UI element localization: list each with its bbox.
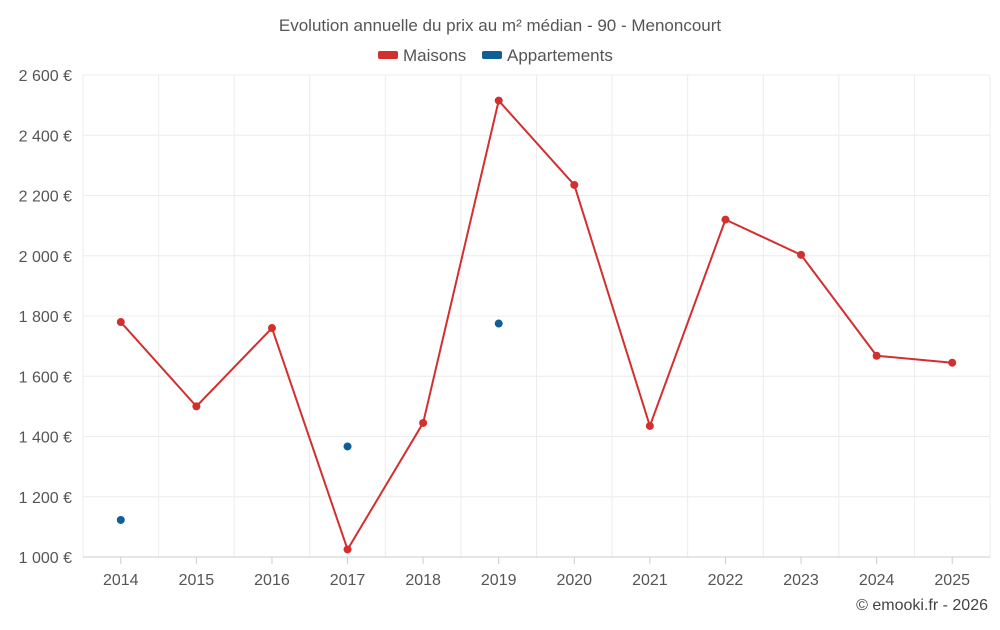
data-point-maisons[interactable] — [948, 358, 957, 367]
chart-title: Evolution annuelle du prix au m² médian … — [279, 16, 722, 35]
legend-item-maisons[interactable]: Maisons — [378, 46, 466, 65]
y-tick-label: 2 000 € — [19, 249, 72, 266]
legend: Maisons Appartements — [378, 46, 613, 65]
x-tick-label: 2024 — [859, 572, 895, 589]
data-point-appartements[interactable] — [494, 319, 503, 328]
x-tick-label: 2021 — [632, 572, 668, 589]
data-point-maisons[interactable] — [721, 215, 730, 224]
x-tick-label: 2020 — [556, 572, 592, 589]
x-tick-label: 2015 — [179, 572, 215, 589]
x-tick-label: 2014 — [103, 572, 139, 589]
credit-text: © emooki.fr - 2026 — [856, 597, 988, 614]
y-tick-label: 1 200 € — [19, 490, 72, 507]
y-tick-label: 1 400 € — [19, 430, 72, 447]
series-appartements — [116, 319, 503, 524]
data-point-maisons[interactable] — [645, 421, 654, 430]
series-layer — [116, 96, 957, 554]
y-tick-label: 2 200 € — [19, 189, 72, 206]
y-tick-label: 1 800 € — [19, 309, 72, 326]
data-point-maisons[interactable] — [192, 402, 201, 411]
x-tick-label: 2018 — [405, 572, 441, 589]
data-point-maisons[interactable] — [797, 250, 806, 259]
series-line-maisons — [120, 99, 953, 551]
legend-label-appartements: Appartements — [507, 46, 613, 65]
x-tick-label: 2025 — [934, 572, 970, 589]
y-tick-label: 2 600 € — [19, 68, 72, 85]
data-point-maisons[interactable] — [419, 418, 428, 427]
y-tick-label: 2 400 € — [19, 128, 72, 145]
series-maisons — [116, 96, 957, 554]
data-point-maisons[interactable] — [267, 324, 276, 333]
x-tick-label: 2016 — [254, 572, 290, 589]
legend-item-appartements[interactable]: Appartements — [482, 46, 613, 65]
grid — [82, 74, 991, 557]
legend-label-maisons: Maisons — [403, 46, 466, 65]
x-tick-label: 2022 — [708, 572, 744, 589]
y-axis: 1 000 € 1 200 € 1 400 € 1 600 € 1 800 € 2 000… — [19, 68, 72, 567]
data-point-appartements[interactable] — [116, 515, 125, 524]
x-tick-label: 2023 — [783, 572, 819, 589]
data-point-maisons[interactable] — [116, 318, 125, 327]
legend-swatch-appartements — [482, 51, 502, 59]
data-point-maisons[interactable] — [343, 545, 352, 554]
y-tick-label: 1 000 € — [19, 550, 72, 567]
data-point-appartements[interactable] — [343, 442, 352, 451]
x-tick-label: 2017 — [330, 572, 366, 589]
data-point-maisons[interactable] — [494, 96, 503, 105]
x-axis: 2014 2015 2016 2017 2018 2019 2020 2021 2022 2023… — [83, 556, 990, 589]
legend-swatch-maisons — [378, 51, 398, 59]
x-tick-label: 2019 — [481, 572, 517, 589]
data-point-maisons[interactable] — [570, 180, 579, 189]
data-point-maisons[interactable] — [872, 351, 881, 360]
y-tick-label: 1 600 € — [19, 369, 72, 386]
